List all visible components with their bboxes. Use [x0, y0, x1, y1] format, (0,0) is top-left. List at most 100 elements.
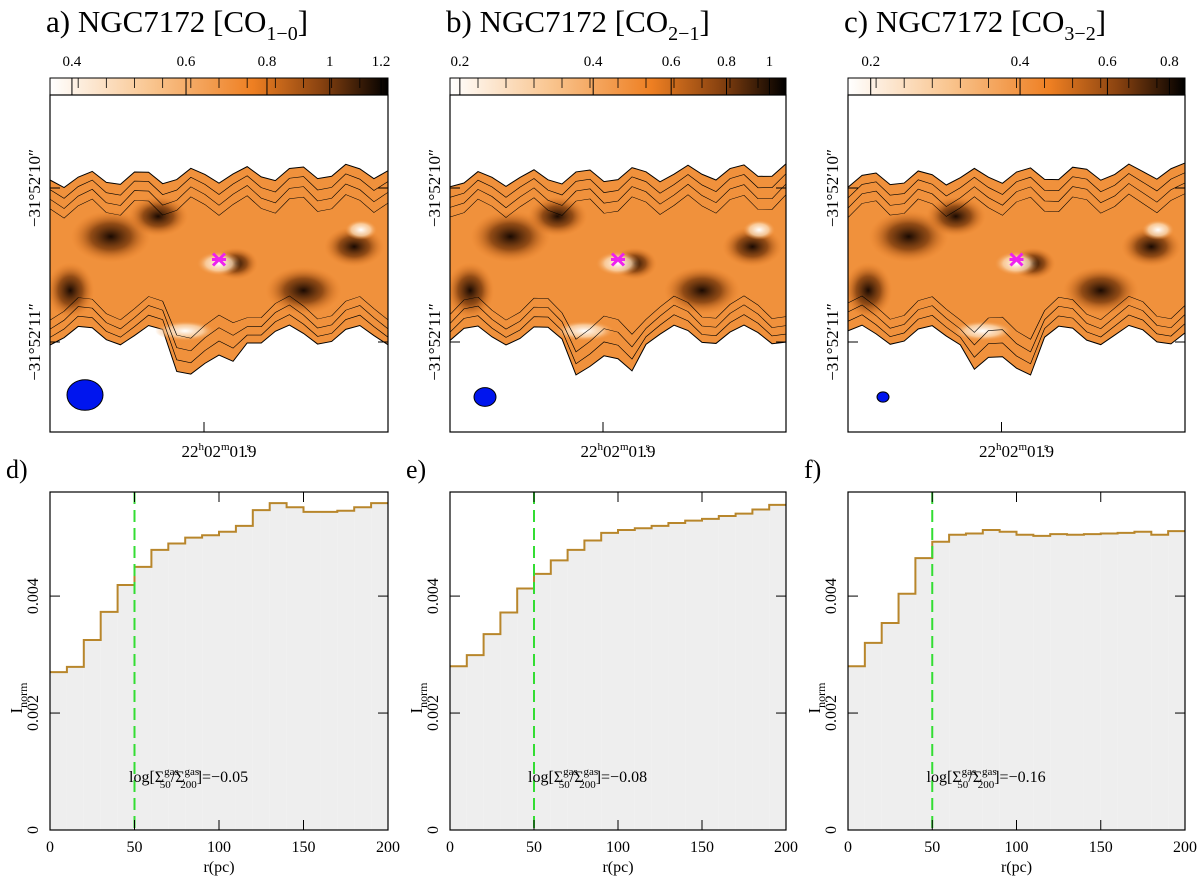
y-tick-label: −31°52′11″	[425, 303, 444, 381]
x-tick-label: 100	[207, 839, 231, 856]
x-tick-label: 50	[526, 839, 542, 856]
y-tick-label: −31°52′11″	[25, 303, 44, 381]
y-tick-label: −31°52′10″	[425, 149, 444, 227]
x-tick-label: 50	[127, 839, 143, 856]
y-tick-label: 0.004	[425, 578, 442, 614]
bin	[1151, 534, 1169, 830]
bin	[252, 510, 270, 830]
faint-region	[952, 320, 1013, 341]
annotation: log[Σgas 50/Σgas 200]=−0.08	[528, 766, 647, 791]
contour	[450, 173, 786, 365]
bin	[1050, 534, 1068, 830]
y-tick-label: 0.002	[823, 695, 840, 731]
x-label-sup: m	[221, 441, 230, 453]
bin	[337, 510, 355, 830]
bin	[134, 566, 152, 830]
title-subscript: 3−2	[1064, 23, 1095, 45]
bin	[151, 549, 169, 830]
x-label-text: .9	[244, 442, 257, 461]
x-axis-label: r(pc)	[203, 859, 234, 876]
bright-region	[128, 196, 189, 237]
x-tick-label: 22h02m01s.9	[979, 441, 1054, 461]
bin	[618, 530, 635, 830]
map	[848, 162, 1185, 376]
bin	[932, 541, 950, 830]
annotation-part: log[Σ	[129, 769, 164, 786]
y-label-text: I	[407, 708, 426, 714]
x-label-sup: s	[646, 441, 650, 453]
bin	[848, 666, 865, 830]
annotation-part: 50	[160, 779, 172, 791]
annotation-part: /Σ	[570, 769, 584, 786]
y-axis-label: Inorm	[805, 682, 828, 714]
x-tick-label: 22h02m01s.9	[181, 441, 256, 461]
y-label-sub: norm	[814, 682, 828, 708]
y-tick-label: −31°52′11″	[823, 303, 842, 381]
bin	[864, 642, 882, 830]
bin	[1134, 531, 1152, 830]
map-frame	[449, 94, 787, 433]
annotation-part: gas	[563, 766, 578, 778]
bin	[117, 584, 135, 830]
x-label-text: .9	[643, 442, 656, 461]
y-label-sub: norm	[416, 682, 430, 708]
x-label-text: 01	[230, 442, 247, 461]
annotation-part: 200	[579, 779, 596, 791]
map-frame	[49, 94, 389, 433]
bin	[83, 639, 101, 830]
annotation-part: 200	[180, 779, 197, 791]
nucleus-marker	[1009, 252, 1024, 267]
title-subscript: 1−0	[266, 23, 297, 45]
y-label-text: I	[7, 708, 26, 714]
colorbar-tick-label: 0.6	[1098, 54, 1117, 70]
annotation-part: ]=−0.16	[994, 769, 1045, 786]
panel-label: f)	[804, 455, 821, 484]
x-label-text: 02	[204, 442, 221, 461]
x-tick-label: 100	[606, 839, 630, 856]
colorbar-tick-label: 0.2	[450, 54, 469, 70]
contour	[50, 173, 388, 364]
x-label-sup: h	[198, 441, 204, 453]
y-tick-label: 0.002	[425, 695, 442, 731]
faint-region	[596, 251, 640, 276]
bin	[982, 530, 1000, 830]
bin	[634, 528, 652, 830]
x-label-text: 02	[603, 442, 620, 461]
bin	[999, 531, 1017, 830]
annotation: log[Σgas 50/Σgas 200]=−0.16	[927, 766, 1046, 791]
bin	[550, 560, 568, 830]
bin	[567, 549, 585, 830]
bin	[1067, 534, 1084, 830]
bin	[219, 531, 236, 830]
bin	[269, 503, 287, 830]
x-label-sup: m	[620, 441, 629, 453]
colorbar-tick-label: 0.6	[177, 54, 196, 70]
nucleus-marker	[610, 252, 626, 267]
x-tick-label: 0	[844, 839, 852, 856]
y-tick-label: −31°52′10″	[823, 149, 842, 227]
panel-title: b) NGC7172 [CO2−1]	[446, 4, 710, 45]
y-label-sub: norm	[16, 682, 30, 708]
bin	[898, 593, 916, 830]
bin	[752, 509, 770, 830]
bright-region	[848, 262, 893, 319]
x-label-sup: h	[597, 441, 603, 453]
panel-label: e)	[406, 455, 426, 484]
bin	[949, 534, 966, 830]
y-tick-label: 0.004	[25, 578, 42, 614]
annotation-part: gas	[185, 766, 200, 778]
x-tick-label: 150	[1089, 839, 1113, 856]
bin	[881, 622, 899, 830]
bin	[651, 525, 669, 830]
x-tick-label: 0	[446, 839, 454, 856]
map	[50, 163, 388, 375]
title-text: c) NGC7172 [CO	[844, 4, 1064, 39]
x-tick-label: 200	[1173, 839, 1197, 856]
annotation: log[Σgas 50/Σgas 200]=−0.05	[129, 766, 248, 791]
faint-region	[155, 320, 216, 341]
y-tick-label: 0	[25, 826, 42, 834]
title-text: ]	[699, 4, 709, 39]
x-axis-label: r(pc)	[1001, 859, 1032, 876]
annotation-part: /Σ	[171, 769, 185, 786]
